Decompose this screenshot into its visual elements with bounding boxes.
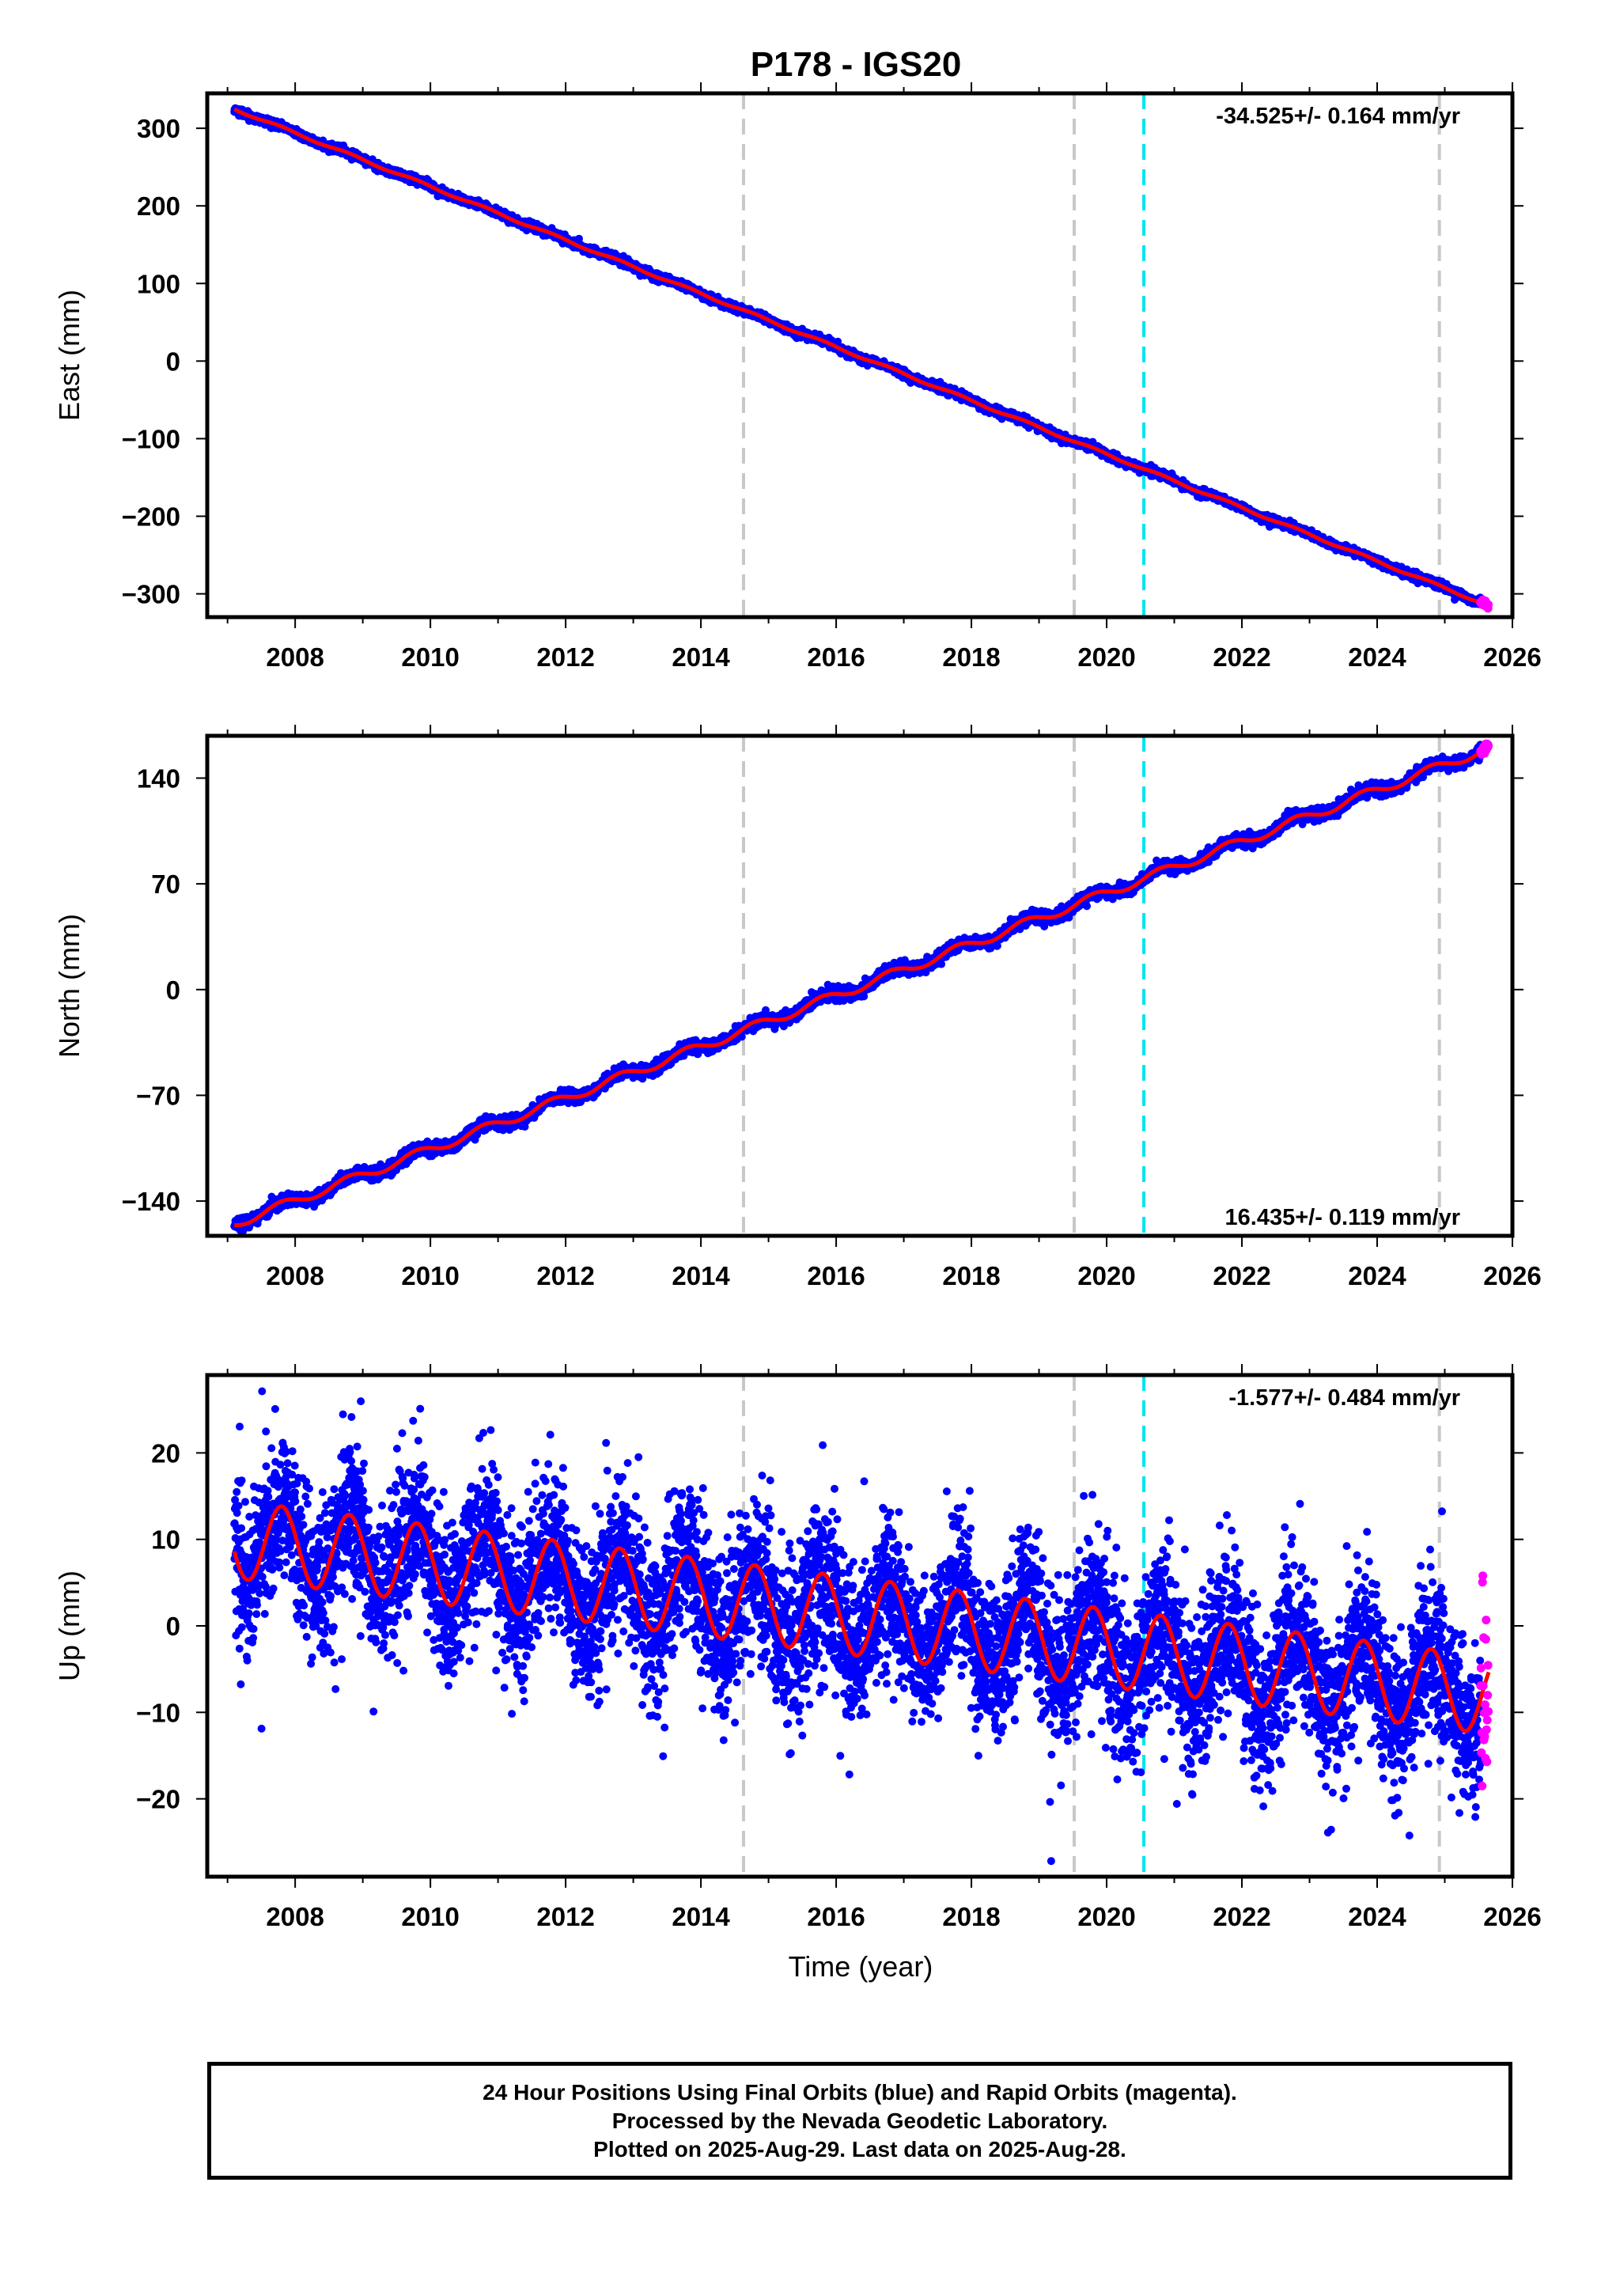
figure-title: P178 - IGS20 — [751, 45, 962, 84]
x-tick-label: 2008 — [266, 642, 324, 672]
y-tick-label: 0 — [166, 347, 180, 376]
y-tick-label: −200 — [122, 502, 180, 532]
y-tick-label: −300 — [122, 580, 180, 609]
velocity-rate-label: -34.525+/- 0.164 mm/yr — [1216, 104, 1460, 129]
x-tick-label: 2018 — [942, 642, 1000, 672]
x-tick-label: 2010 — [401, 642, 459, 672]
plot-area — [230, 736, 1493, 1236]
x-tick-label: 2026 — [1483, 642, 1541, 672]
plot-area — [230, 93, 1493, 617]
east-panel: 2008 2010 2012 2014 2016 2018 2020 2022 2024 2026… — [53, 82, 1542, 672]
y-tick-label: 100 — [137, 269, 180, 298]
y-tick-label: −100 — [122, 424, 180, 453]
x-tick-label: 2024 — [1348, 642, 1406, 672]
north-panel: 2008 2010 2012 2014 2016 2018 2020 2022 2024 2026… — [53, 725, 1542, 1290]
x-tick-label: 2020 — [1077, 642, 1135, 672]
x-tick-label: 2022 — [1213, 642, 1270, 672]
rapid-orbit-point — [1484, 600, 1493, 609]
y-tick-label: 300 — [137, 114, 180, 143]
y-tick-label: 200 — [137, 191, 180, 221]
x-tick-label: 2014 — [672, 642, 730, 672]
rapid-orbit-points — [1476, 595, 1493, 613]
x-tick-label: 2012 — [536, 642, 594, 672]
model-fit-line — [233, 107, 1489, 607]
y-axis-label: East (mm) — [53, 290, 85, 421]
x-tick-label: 2016 — [807, 642, 865, 672]
